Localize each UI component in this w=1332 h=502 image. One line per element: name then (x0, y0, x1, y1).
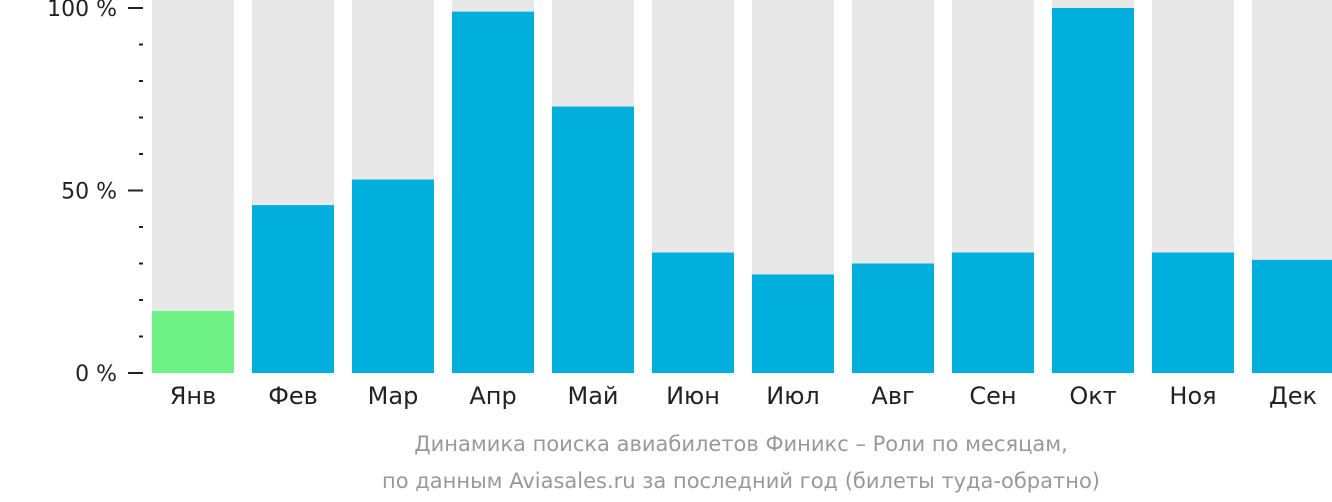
x-tick-label: Дек (1269, 382, 1317, 410)
bar-9 (952, 252, 1034, 373)
y-axis: 100 % 50 % 0 % (47, 0, 143, 387)
x-tick-label: Мар (368, 382, 419, 410)
bar-1 (152, 310, 234, 373)
bar-10 (1052, 8, 1134, 373)
y-tick-label: 0 % (75, 362, 117, 387)
bar-7 (752, 274, 834, 373)
x-tick-label: Май (567, 382, 618, 410)
bar-12 (1252, 259, 1332, 373)
bar-5 (552, 106, 634, 374)
y-tick-label: 50 % (61, 180, 117, 205)
x-tick-label: Сен (969, 382, 1016, 410)
bars (152, 8, 1332, 374)
x-tick-label: Июн (666, 382, 720, 410)
bar-8 (852, 263, 934, 373)
x-tick-label: Ноя (1169, 382, 1216, 410)
chart-caption-line-1: Динамика поиска авиабилетов Финикс – Рол… (414, 432, 1068, 456)
bar-4 (452, 11, 534, 374)
x-tick-label: Авг (871, 382, 914, 410)
x-tick-label: Апр (469, 382, 516, 410)
x-tick-label: Фев (268, 382, 318, 410)
x-axis-labels: Янв Фев Мар Апр Май Июн Июл Авг Сен Окт Ноя Дек (170, 382, 1317, 410)
bar-6 (652, 252, 734, 373)
x-tick-label: Окт (1069, 382, 1116, 410)
y-tick-label: 100 % (47, 0, 117, 22)
chart-caption-line-2: по данным Aviasales.ru за последний год … (382, 469, 1100, 493)
bar-3 (352, 179, 434, 373)
x-tick-label: Янв (170, 382, 217, 410)
bar-2 (252, 205, 334, 373)
bar-11 (1152, 252, 1234, 373)
bar-background (152, 0, 234, 373)
x-tick-label: Июл (766, 382, 820, 410)
